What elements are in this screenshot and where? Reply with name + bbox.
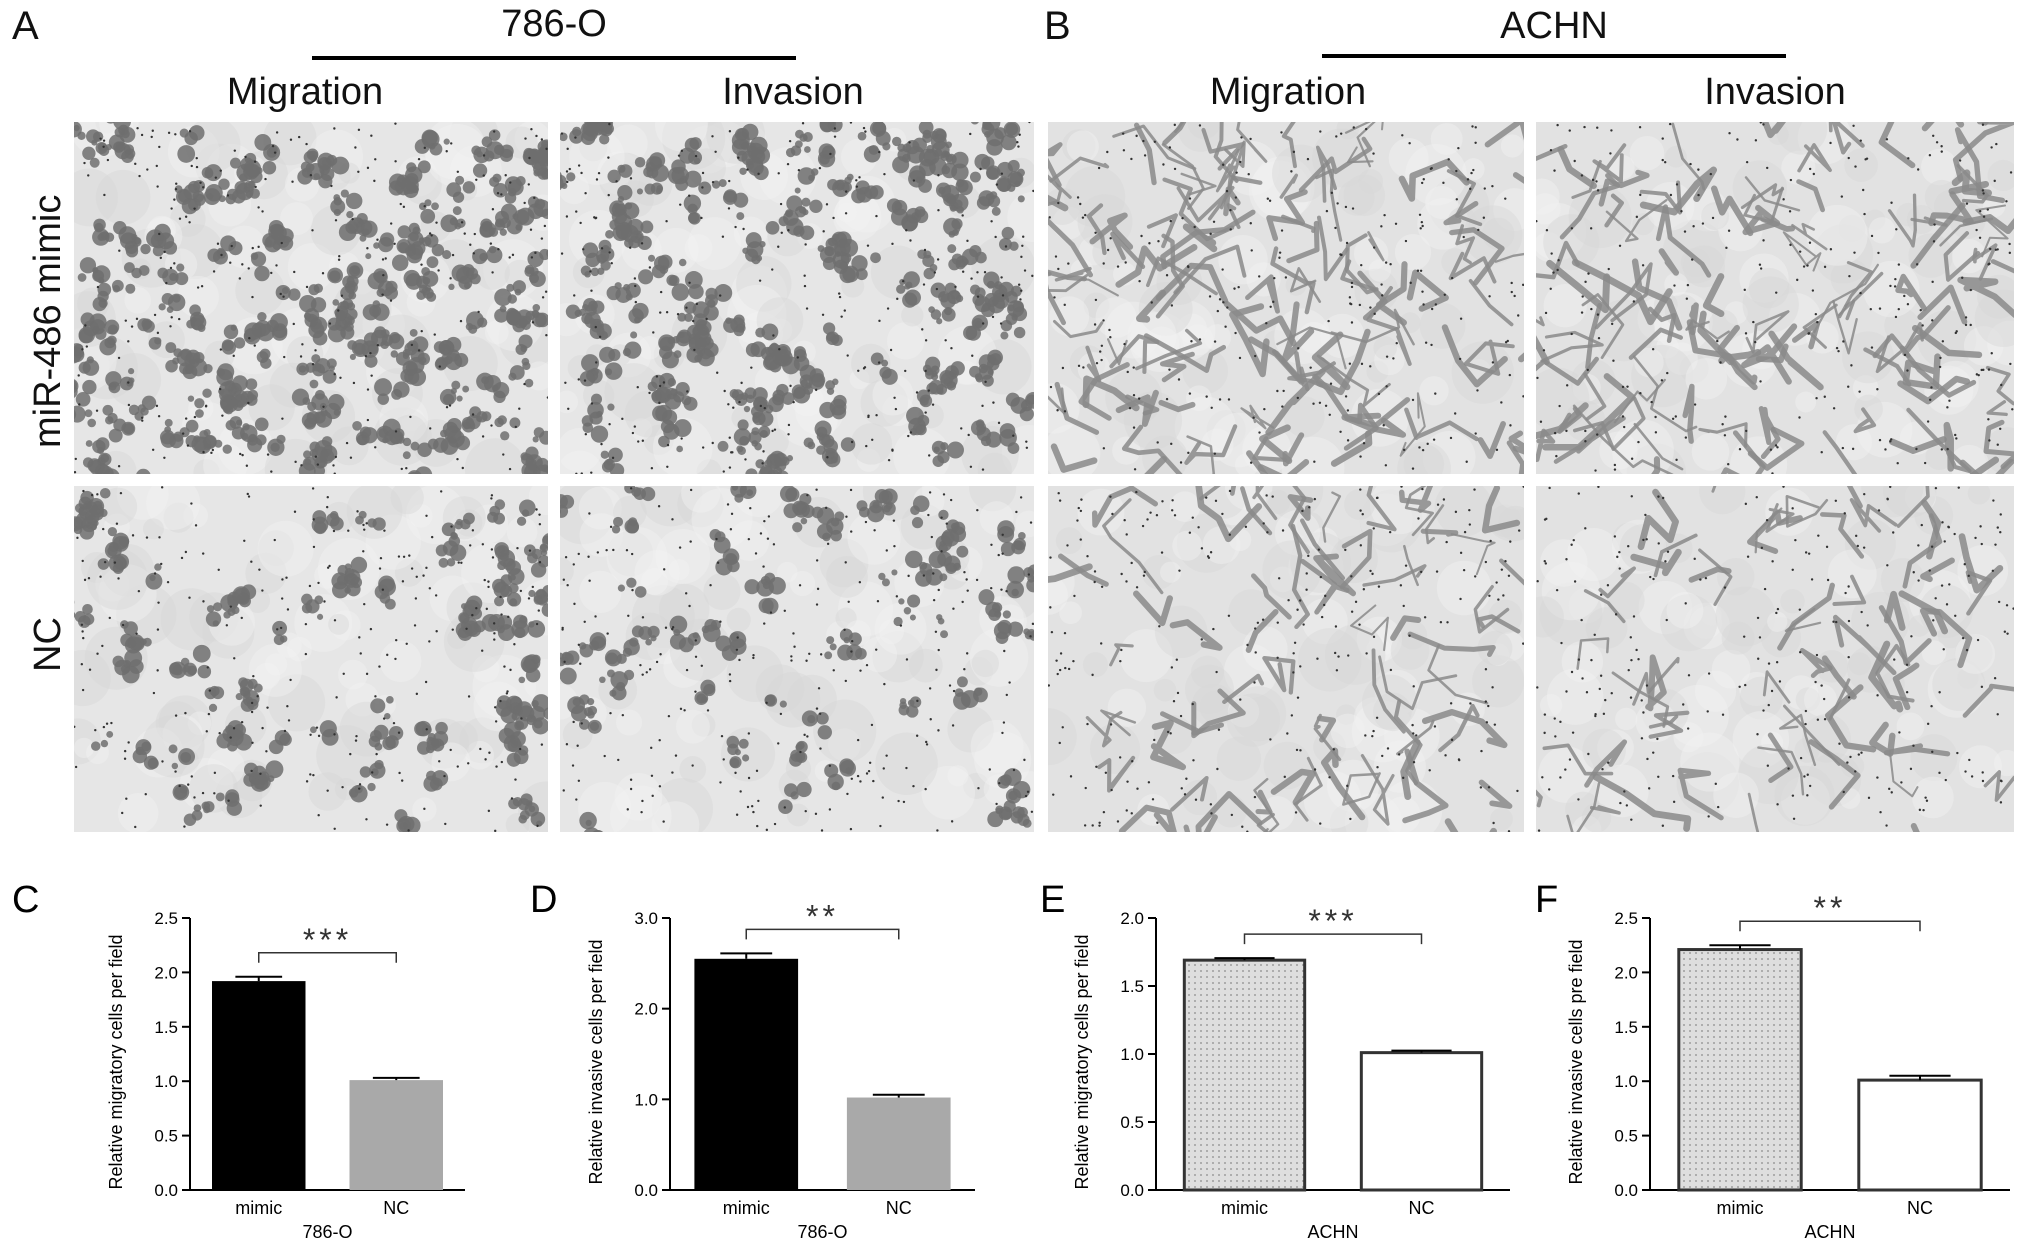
x-axis-label-c: 786-O (302, 1222, 352, 1240)
cell-line-underline-achn (1322, 54, 1786, 58)
significance-bracket-d (745, 928, 900, 940)
panel-letter-b: B (1044, 4, 1071, 48)
y-tick-label-f: 2.0 (1614, 963, 1638, 982)
x-tick-label-e: mimic (1221, 1198, 1268, 1218)
bar-f-nc (1857, 1078, 1983, 1192)
bar-chart-e: E 0.0 0.5 1.0 1.5 2.0 Relative migratory cell… (1040, 879, 1510, 1240)
y-tick-label-c: 1.0 (154, 1072, 178, 1091)
significance-bracket-c (258, 952, 397, 963)
micrograph-achn-migration-mimic (1048, 122, 1524, 474)
micrograph-achn-migration-nc (1048, 486, 1524, 832)
y-tick-label-d: 2.0 (634, 1000, 658, 1019)
row-label-mir486-mimic: miR-486 mimic (27, 194, 69, 448)
bar-e-nc (1359, 1051, 1484, 1192)
x-axis-label-e: ACHN (1307, 1222, 1358, 1240)
micrograph-786o-migration-mimic (74, 122, 548, 474)
x-axis-label-f: ACHN (1804, 1222, 1855, 1240)
row-label-nc: NC (27, 617, 69, 672)
cell-line-title-786o: 786-O (501, 3, 607, 45)
y-tick-label-c: 1.5 (154, 1018, 178, 1037)
y-tick-label-c: 0.5 (154, 1127, 178, 1146)
x-axis-label-d: 786-O (797, 1222, 847, 1240)
micrograph-786o-invasion-mimic (560, 122, 1034, 474)
y-tick-label-d: 0.0 (634, 1181, 658, 1200)
significance-bracket-f (1739, 920, 1921, 932)
bar-chart-c: C 0.0 0.5 1.0 1.5 2.0 2.5 Relative migratory c… (12, 879, 465, 1240)
y-tick-label-c: 0.0 (154, 1181, 178, 1200)
bar-d-mimic (694, 958, 799, 1190)
panel-letter-a: A (12, 4, 39, 48)
y-tick-label-e: 0.0 (1120, 1181, 1144, 1200)
y-tick-label-d: 3.0 (634, 909, 658, 928)
y-tick-label-e: 1.5 (1120, 977, 1144, 996)
x-tick-label-e: NC (1409, 1198, 1435, 1218)
bar-f-mimic (1677, 948, 1803, 1192)
bar-c-mimic (212, 981, 306, 1190)
y-tick-label-e: 1.0 (1120, 1045, 1144, 1064)
bar-chart-d: D 0.0 1.0 2.0 3.0 Relative invasive cells pe… (530, 879, 975, 1240)
y-tick-label-e: 2.0 (1120, 909, 1144, 928)
column-title-achn-invasion: Invasion (1704, 71, 1846, 113)
significance-label-e: *** (1308, 903, 1357, 939)
micrograph-786o-invasion-nc (560, 486, 1034, 832)
y-tick-label-f: 1.0 (1614, 1072, 1638, 1091)
significance-bracket-e (1243, 933, 1423, 945)
bar-chart-f: F 0.0 0.5 1.0 1.5 2.0 2.5 Relative invasive ce… (1535, 879, 2010, 1240)
micrograph-786o-migration-nc (74, 486, 548, 832)
panel-letter-d: D (530, 879, 557, 921)
column-title-786o-invasion: Invasion (722, 71, 864, 113)
x-tick-label-c: mimic (235, 1198, 282, 1218)
y-tick-label-e: 0.5 (1120, 1113, 1144, 1132)
significance-label-c: *** (303, 922, 352, 958)
bar-d-nc (846, 1097, 951, 1190)
y-axis-label-d: Relative invasive cells per field (586, 939, 606, 1184)
micrograph-achn-invasion-nc (1536, 486, 2014, 832)
cell-line-underline-786o (312, 56, 796, 60)
y-tick-label-c: 2.0 (154, 963, 178, 982)
panel-letter-f: F (1535, 879, 1558, 921)
y-tick-label-f: 1.5 (1614, 1018, 1638, 1037)
panel-letter-c: C (12, 879, 39, 921)
x-tick-label-f: mimic (1717, 1198, 1764, 1218)
panel-letter-e: E (1040, 879, 1065, 921)
y-tick-label-f: 0.0 (1614, 1181, 1638, 1200)
y-axis-label-c: Relative migratory cells per field (106, 934, 126, 1189)
x-tick-label-f: NC (1907, 1198, 1933, 1218)
bar-c-nc (349, 1080, 443, 1190)
y-tick-label-f: 0.5 (1614, 1127, 1638, 1146)
y-tick-label-c: 2.5 (154, 909, 178, 928)
significance-label-f: ** (1814, 890, 1847, 926)
x-tick-label-d: NC (886, 1198, 912, 1218)
column-title-786o-migration: Migration (226, 71, 384, 113)
cell-line-title-achn: ACHN (1500, 5, 1608, 47)
x-tick-label-d: mimic (723, 1198, 770, 1218)
y-axis-label-e: Relative migratory cells per field (1072, 934, 1092, 1189)
y-axis-label-f: Relative invasive cells pre field (1566, 939, 1586, 1184)
y-tick-label-d: 1.0 (634, 1090, 658, 1109)
x-tick-label-c: NC (383, 1198, 409, 1218)
bar-e-mimic (1182, 958, 1307, 1192)
micrograph-achn-invasion-mimic (1536, 122, 2014, 474)
significance-label-d: ** (806, 898, 839, 934)
y-tick-label-f: 2.5 (1614, 909, 1638, 928)
column-title-achn-migration: Migration (1209, 71, 1367, 113)
